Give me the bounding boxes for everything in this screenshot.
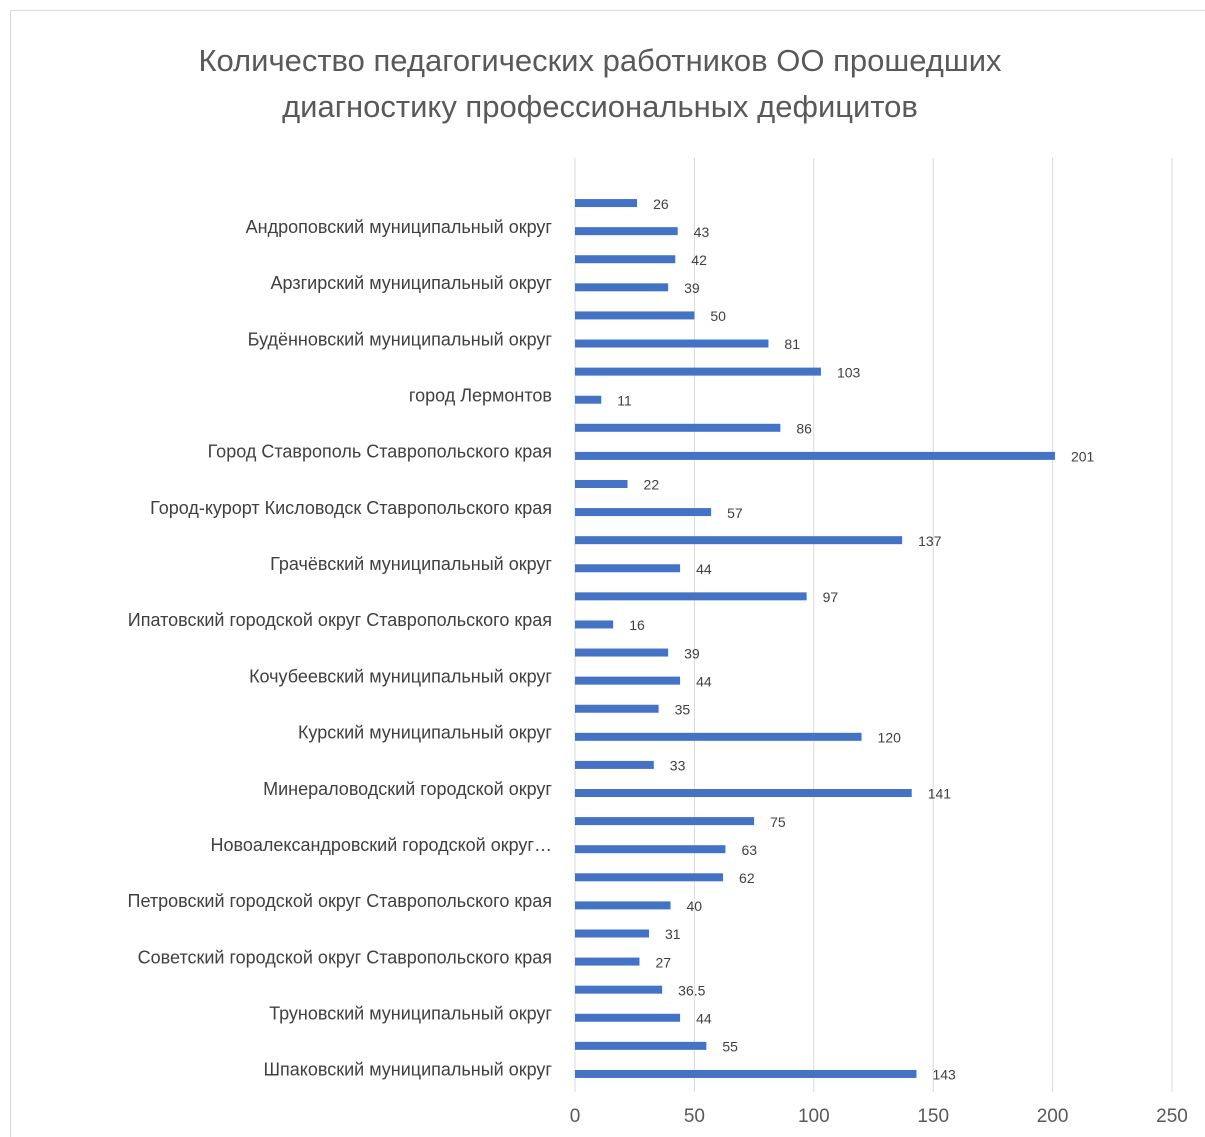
data-label: 81 bbox=[784, 336, 800, 352]
y-tick-label: Будённовский муниципальный округ bbox=[248, 329, 553, 349]
x-tick-label: 50 bbox=[684, 1106, 705, 1127]
bar bbox=[575, 227, 678, 236]
data-label: 97 bbox=[823, 589, 839, 605]
bar bbox=[575, 929, 650, 938]
bar bbox=[575, 451, 1055, 460]
bar bbox=[575, 423, 781, 432]
bar bbox=[575, 648, 669, 657]
bar bbox=[575, 1041, 707, 1050]
data-label: 86 bbox=[796, 421, 812, 437]
data-label: 50 bbox=[710, 308, 726, 324]
y-tick-label: Андроповский муниципальный округ bbox=[246, 217, 553, 237]
bar bbox=[575, 479, 628, 488]
bar bbox=[575, 901, 671, 910]
data-label: 63 bbox=[741, 842, 757, 858]
data-label: 42 bbox=[691, 252, 707, 268]
bar bbox=[575, 760, 654, 769]
y-tick-label: Шпаковский муниципальный округ bbox=[264, 1060, 553, 1080]
data-label: 55 bbox=[722, 1039, 738, 1055]
bar bbox=[575, 367, 821, 376]
data-label: 40 bbox=[687, 898, 703, 914]
data-label: 11 bbox=[617, 392, 632, 408]
data-label: 137 bbox=[918, 533, 942, 549]
x-tick-label: 0 bbox=[570, 1106, 581, 1127]
data-label: 44 bbox=[696, 1010, 712, 1026]
y-tick-label: Труновский муниципальный округ bbox=[269, 1004, 552, 1024]
data-label: 26 bbox=[653, 196, 669, 212]
data-label: 39 bbox=[684, 645, 700, 661]
bar bbox=[575, 873, 724, 882]
y-tick-label: Курский муниципальный округ bbox=[298, 723, 552, 743]
data-label: 62 bbox=[739, 870, 755, 886]
data-label: 36.5 bbox=[678, 982, 705, 998]
chart-border bbox=[10, 10, 1205, 1137]
bar bbox=[575, 395, 602, 404]
bar bbox=[575, 283, 669, 292]
data-label: 31 bbox=[665, 926, 681, 942]
y-tick-label: Город-курорт Кисловодск Ставропольского … bbox=[150, 498, 552, 518]
y-tick-label: Новоалександровский городской округ… bbox=[210, 835, 552, 855]
bar bbox=[575, 311, 695, 320]
data-label: 57 bbox=[727, 505, 743, 521]
data-label: 35 bbox=[675, 701, 691, 717]
bar bbox=[575, 957, 640, 966]
chart-title: Количество педагогических работников ОО … bbox=[198, 43, 1002, 124]
bar bbox=[575, 199, 638, 208]
x-tick-label: 200 bbox=[1037, 1106, 1069, 1127]
y-tick-label: Петровский городской округ Ставропольско… bbox=[128, 891, 552, 911]
data-label: 75 bbox=[770, 814, 786, 830]
bar bbox=[575, 255, 676, 264]
bar bbox=[575, 508, 712, 517]
bar bbox=[575, 1069, 917, 1078]
data-label: 141 bbox=[928, 786, 952, 802]
bar bbox=[575, 845, 726, 854]
y-tick-label: Город Ставрополь Ставропольского края bbox=[208, 442, 552, 462]
y-tick-label: город Лермонтов bbox=[409, 385, 552, 405]
bar bbox=[575, 1013, 681, 1022]
data-label: 43 bbox=[694, 224, 710, 240]
bar bbox=[575, 704, 659, 713]
bar bbox=[575, 676, 681, 685]
x-tick-label: 100 bbox=[798, 1106, 830, 1127]
data-label: 39 bbox=[684, 280, 700, 296]
data-label: 44 bbox=[696, 673, 712, 689]
bar bbox=[575, 985, 663, 994]
data-label: 33 bbox=[670, 758, 686, 774]
y-tick-label: Ипатовский городской округ Ставропольско… bbox=[128, 610, 552, 630]
x-tick-label: 150 bbox=[917, 1106, 949, 1127]
y-tick-label: Арзгирский муниципальный округ bbox=[271, 273, 553, 293]
data-label: 16 bbox=[629, 617, 645, 633]
bar bbox=[575, 789, 912, 798]
bar bbox=[575, 732, 862, 741]
data-label: 103 bbox=[837, 364, 861, 380]
bar bbox=[575, 339, 769, 348]
data-label: 44 bbox=[696, 561, 712, 577]
y-tick-label: Грачёвский муниципальный округ bbox=[270, 554, 552, 574]
data-label: 143 bbox=[932, 1067, 956, 1083]
bar bbox=[575, 536, 903, 545]
y-tick-label: Кочубеевский муниципальный округ bbox=[249, 666, 552, 686]
bar bbox=[575, 620, 614, 629]
bar bbox=[575, 564, 681, 573]
data-label: 120 bbox=[878, 730, 902, 746]
data-label: 201 bbox=[1071, 449, 1095, 465]
data-label: 22 bbox=[644, 477, 660, 493]
bar bbox=[575, 592, 807, 601]
y-tick-label: Советский городской округ Ставропольског… bbox=[138, 947, 552, 967]
bar bbox=[575, 817, 755, 826]
data-label: 27 bbox=[655, 954, 671, 970]
x-tick-label: 250 bbox=[1156, 1106, 1188, 1127]
y-tick-label: Минераловодский городской округ bbox=[263, 779, 552, 799]
